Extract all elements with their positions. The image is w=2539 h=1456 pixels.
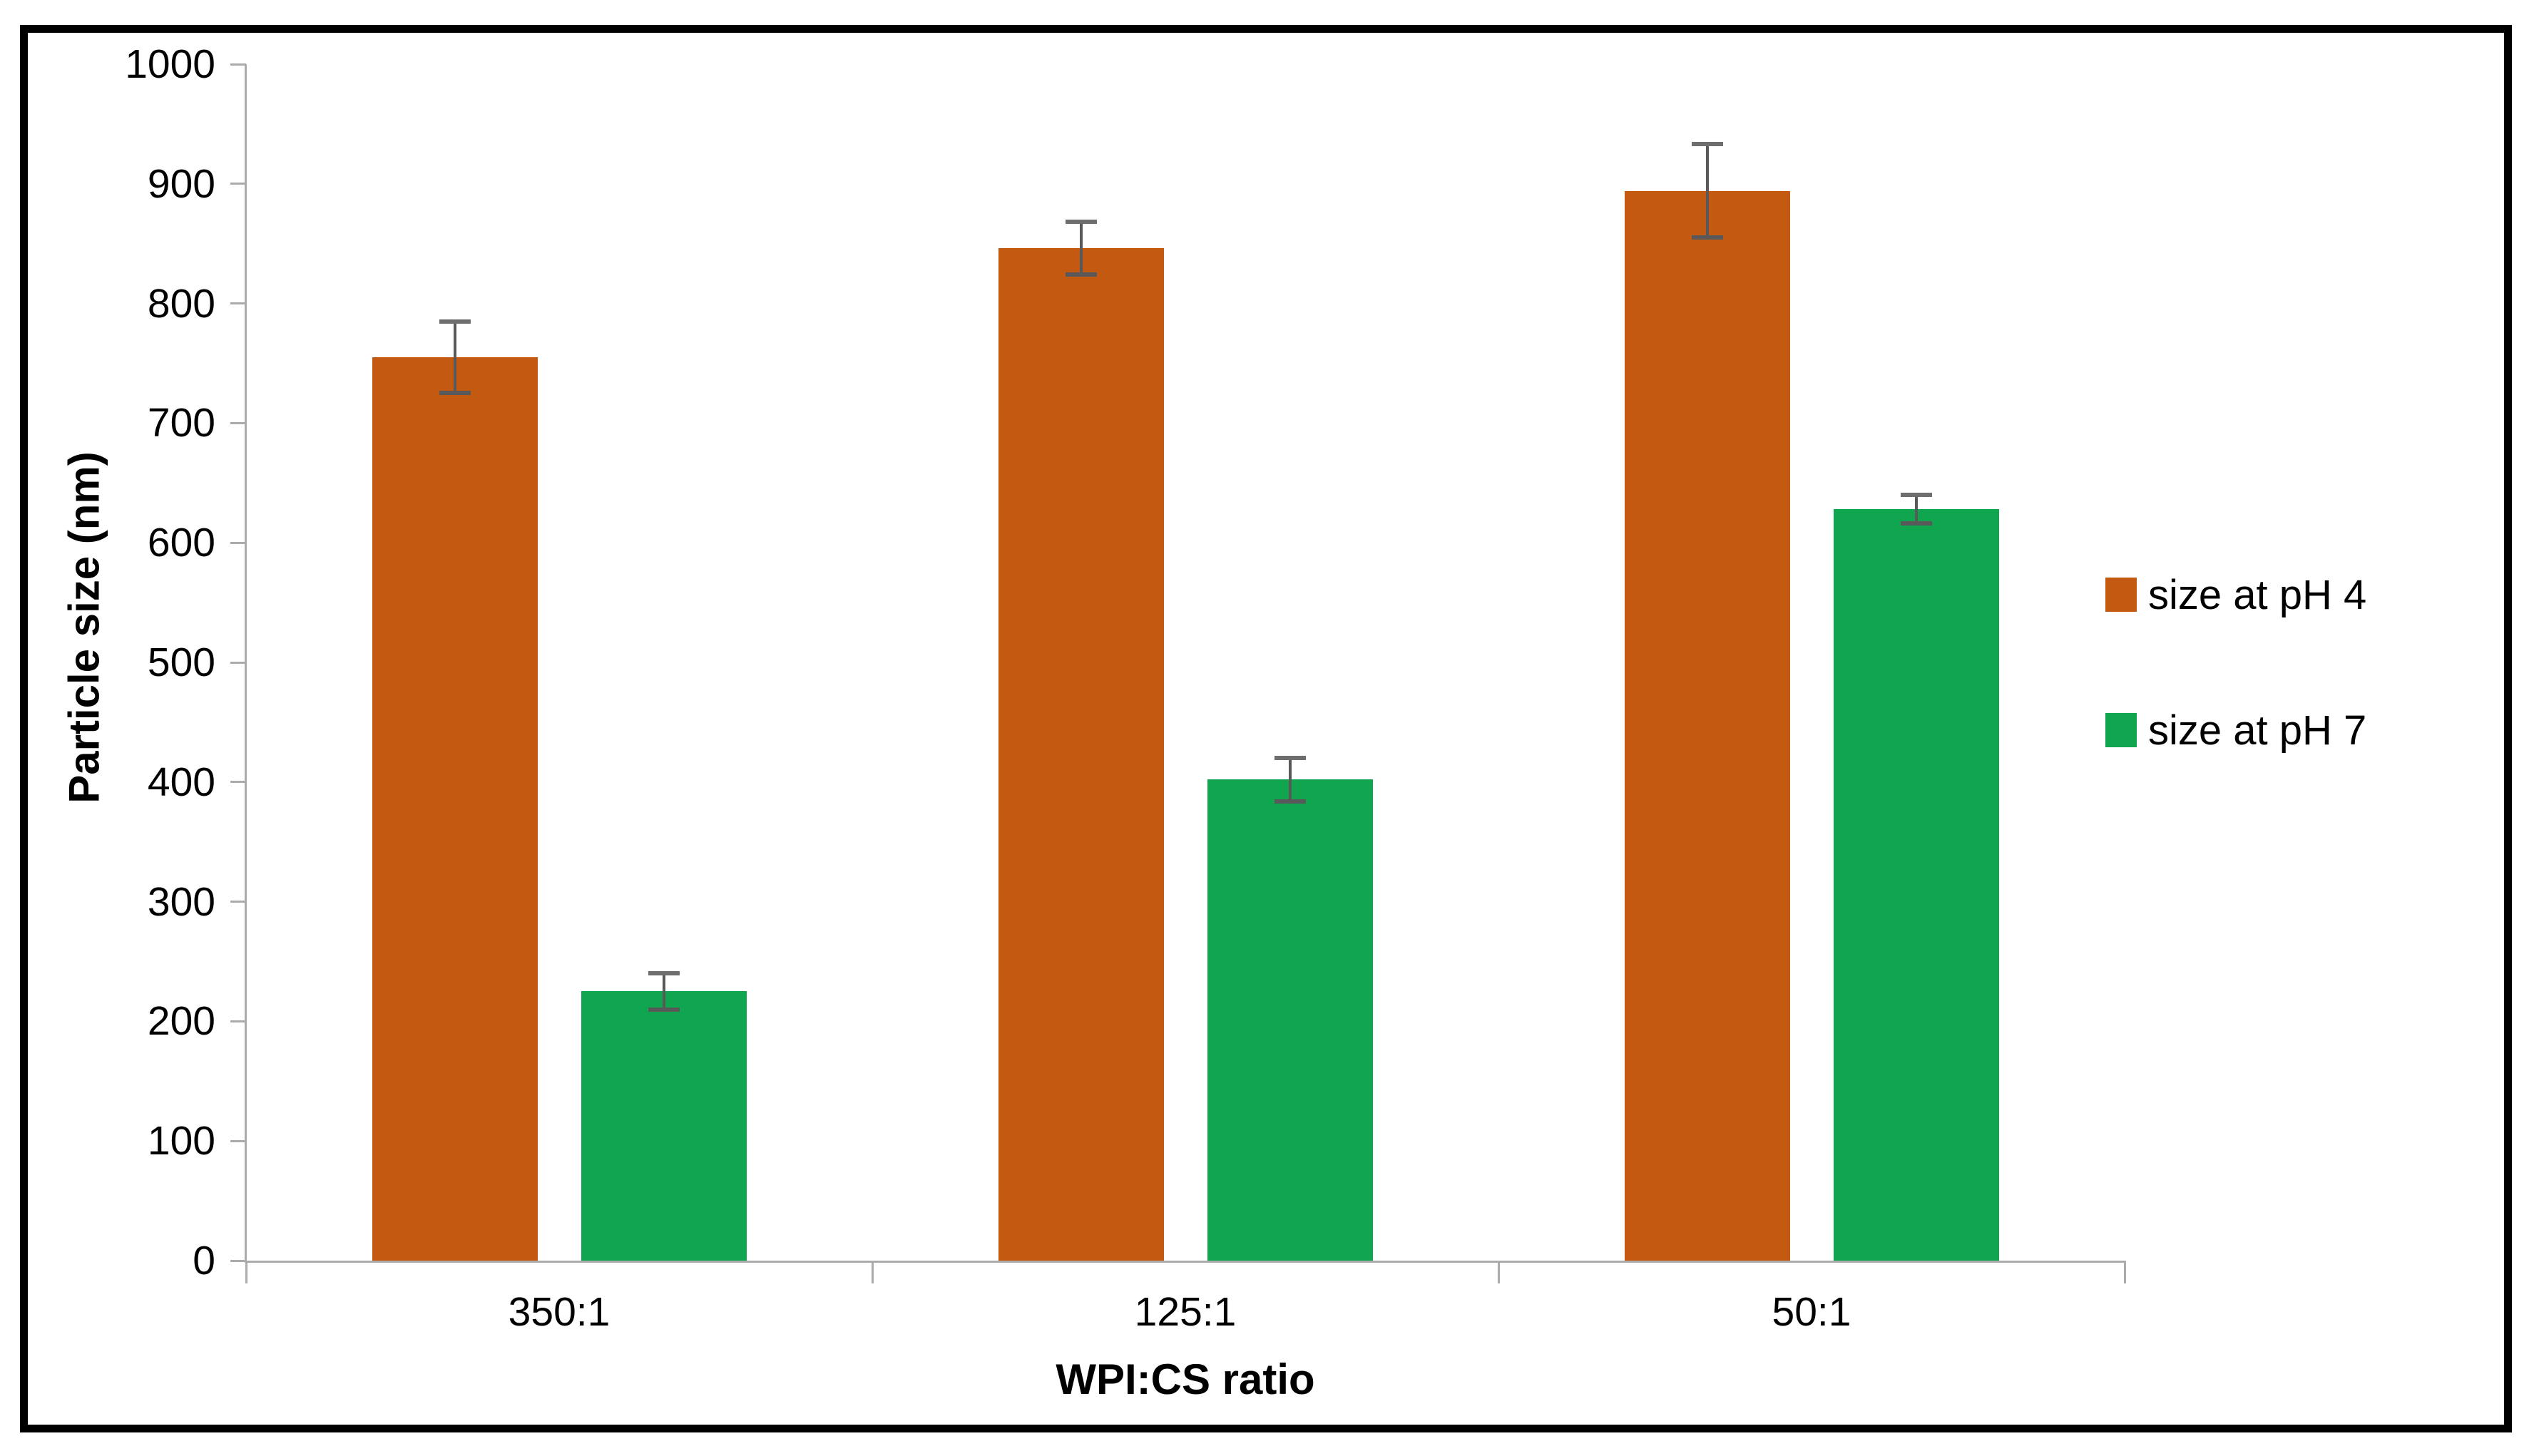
error-bar-line	[1288, 758, 1292, 801]
x-category-label: 125:1	[1134, 1289, 1237, 1335]
x-tick-mark	[245, 1261, 247, 1283]
y-tick-label: 1000	[125, 41, 215, 87]
y-tick-label: 800	[147, 280, 215, 327]
error-bar-cap-bottom	[1274, 799, 1306, 804]
error-bar-cap-bottom	[648, 1007, 680, 1012]
error-bar-line	[453, 321, 456, 394]
y-axis-line	[245, 64, 247, 1263]
bar-size-at-pH-7-350-1	[581, 991, 747, 1261]
x-tick-mark	[1497, 1261, 1500, 1283]
bar-size-at-pH-4-50-1	[1624, 190, 1790, 1261]
error-bar-cap-bottom	[1691, 235, 1723, 240]
legend-label-ph4: size at pH 4	[2148, 571, 2367, 618]
x-category-label: 350:1	[508, 1289, 611, 1335]
error-bar-line	[1705, 144, 1709, 238]
y-tick-label: 900	[147, 160, 215, 207]
y-tick-mark	[230, 1259, 246, 1262]
x-category-label: 50:1	[1772, 1289, 1851, 1335]
legend-swatch-ph7-icon	[2105, 713, 2137, 747]
y-tick-mark	[230, 421, 246, 424]
y-tick-mark	[230, 183, 246, 185]
y-tick-label: 300	[147, 878, 215, 925]
y-tick-label: 100	[147, 1118, 215, 1164]
legend-item-ph7: size at pH 7	[2105, 707, 2367, 754]
y-tick-mark	[230, 901, 246, 903]
y-tick-mark	[230, 1020, 246, 1022]
error-bar-cap-top	[1274, 756, 1306, 761]
legend-label-ph7: size at pH 7	[2148, 707, 2367, 754]
y-tick-mark	[230, 661, 246, 664]
figure-border	[20, 25, 2512, 1432]
error-bar-cap-bottom	[1065, 272, 1097, 277]
y-tick-mark	[230, 541, 246, 544]
y-tick-label: 200	[147, 998, 215, 1045]
y-tick-label: 500	[147, 640, 215, 685]
legend-swatch-ph4-icon	[2105, 578, 2137, 612]
error-bar-cap-top	[648, 971, 680, 976]
y-tick-mark	[230, 781, 246, 784]
y-tick-label: 600	[147, 520, 215, 566]
y-axis-title: Particle size (nm)	[60, 451, 108, 804]
y-tick-mark	[230, 1139, 246, 1142]
error-bar-cap-bottom	[439, 391, 471, 396]
bar-size-at-pH-4-350-1	[372, 357, 538, 1261]
bar-size-at-pH-7-125-1	[1207, 779, 1373, 1261]
error-bar-cap-top	[1900, 493, 1932, 498]
y-tick-mark	[230, 302, 246, 305]
y-tick-label: 700	[147, 400, 215, 446]
error-bar-line	[1914, 495, 1918, 524]
error-bar-cap-top	[439, 319, 471, 324]
y-tick-label: 0	[193, 1238, 215, 1283]
bar-size-at-pH-7-50-1	[1833, 509, 1999, 1261]
x-axis-title: WPI:CS ratio	[1056, 1355, 1315, 1403]
error-bar-cap-bottom	[1900, 521, 1932, 526]
bar-size-at-pH-4-125-1	[998, 248, 1164, 1261]
y-tick-mark	[230, 63, 246, 66]
y-tick-label: 400	[147, 759, 215, 805]
legend-item-ph4: size at pH 4	[2105, 571, 2367, 618]
x-tick-mark	[2123, 1261, 2126, 1283]
error-bar-cap-top	[1691, 142, 1723, 147]
x-axis-line	[245, 1261, 2125, 1263]
error-bar-cap-top	[1065, 220, 1097, 225]
x-tick-mark	[871, 1261, 874, 1283]
error-bar-line	[662, 973, 665, 1010]
error-bar-line	[1079, 222, 1083, 275]
